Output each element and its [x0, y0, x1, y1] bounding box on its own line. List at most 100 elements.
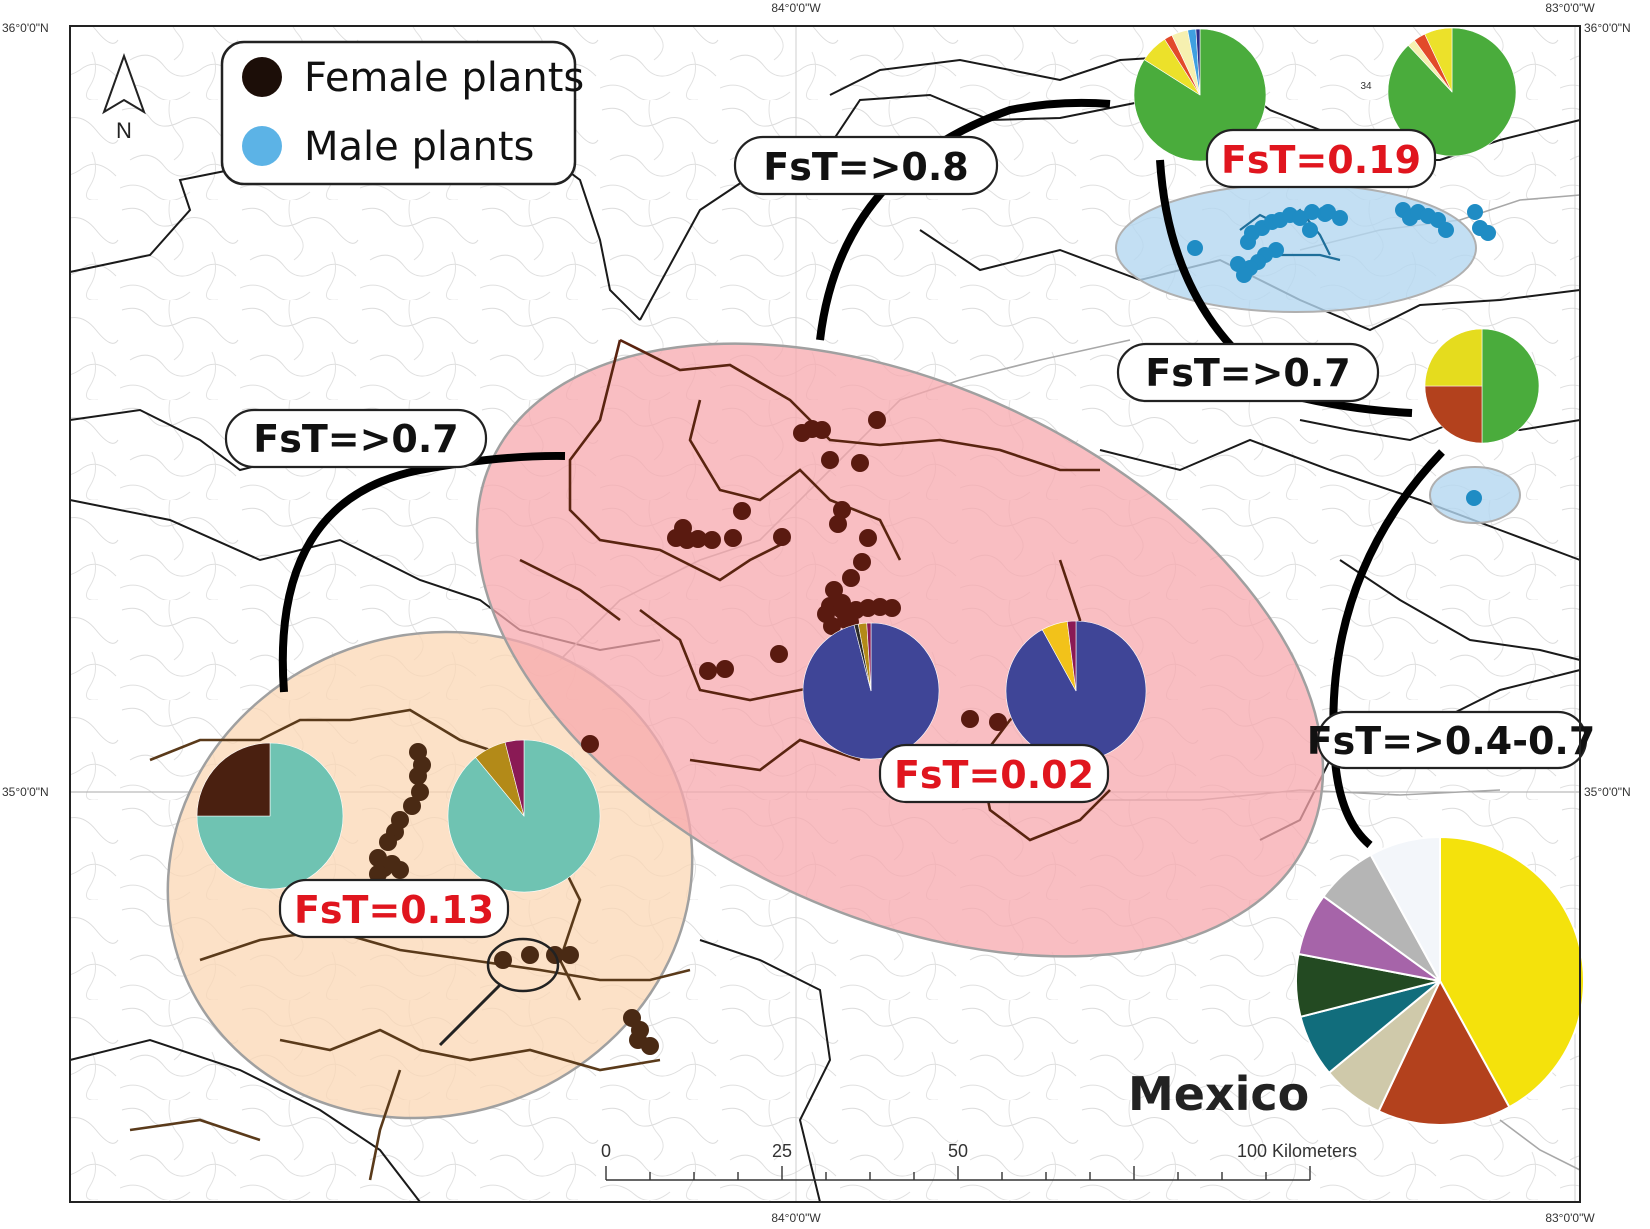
female-dot [813, 421, 831, 439]
male-pie-right-slice-3 [1424, 27, 1453, 93]
east-pie [1424, 328, 1540, 444]
female-dot [823, 617, 841, 635]
female-dot [853, 553, 871, 571]
coord-mid-left-lat: 35°0'0"N [2, 785, 49, 799]
female-dot [773, 528, 791, 546]
pie-charts [196, 27, 1585, 1126]
male-dot [1187, 240, 1203, 256]
male-pie-left [1133, 28, 1267, 162]
female-dot [770, 645, 788, 663]
north-arrow-label: N [116, 118, 132, 143]
legend-male-label: Male plants [304, 124, 534, 170]
orange-pie-left-slice-1 [196, 742, 271, 817]
female-dot [689, 530, 707, 548]
legend: Female plants Male plants [220, 40, 584, 186]
legend-female-swatch [242, 57, 282, 97]
female-dot [641, 1037, 659, 1055]
male-dot [1480, 225, 1496, 241]
fst-right-lower-text: FsT=>0.4-0.7 [1307, 719, 1596, 763]
orange-pie-left [196, 742, 344, 890]
north-arrow-icon [102, 53, 146, 115]
male-dot [1292, 210, 1308, 226]
male-dot [1467, 204, 1483, 220]
east-pie-slice-0 [1481, 328, 1540, 444]
female-dot [724, 529, 742, 547]
coord-mid-right-lat: 35°0'0"N [1584, 785, 1631, 799]
fst-orange-text: FsT=0.13 [294, 888, 494, 932]
fst-label-top-center: FsT=>0.8 [733, 135, 999, 196]
female-dot [829, 515, 847, 533]
male-pie-left-slice-5 [1195, 28, 1201, 96]
female-dot [703, 531, 721, 549]
fst-red-text: FsT=0.02 [894, 753, 1094, 797]
female-dot [581, 735, 599, 753]
female-dot [821, 451, 839, 469]
coord-top-right-lat: 36°0'0"N [1584, 21, 1631, 35]
male-dot [1236, 267, 1252, 283]
female-dot [369, 865, 387, 883]
east-pie-slice-1 [1424, 385, 1483, 444]
female-dot [883, 599, 901, 617]
coord-bottom-lon-1: 84°0'0"W [771, 1211, 821, 1225]
fst-male-text: FsT=0.19 [1221, 138, 1421, 182]
female-dot [825, 581, 843, 599]
female-dot [561, 946, 579, 964]
male-zone-north [1115, 183, 1477, 313]
female-dot [833, 594, 851, 612]
female-dot [733, 502, 751, 520]
red-pie-left [802, 622, 940, 760]
fst-right-upper-text: FsT=>0.7 [1145, 351, 1351, 395]
female-dot [989, 713, 1007, 731]
north-arrow: N [102, 53, 146, 143]
male-pie-right [1387, 27, 1517, 157]
male-dot [1302, 222, 1318, 238]
fst-top-center-text: FsT=>0.8 [763, 145, 969, 189]
scale-tick-0: 0 [601, 1141, 611, 1161]
highlight-circle [486, 937, 560, 993]
fst-label-male: FsT=0.19 [1205, 128, 1437, 189]
male-dot [1332, 210, 1348, 226]
fst-label-right-upper: FsT=>0.7 [1116, 342, 1380, 403]
mexico-pie-slice-7 [1369, 835, 1441, 982]
coord-top-lon-2: 83°0'0"W [1545, 1, 1595, 15]
female-dot [391, 861, 409, 879]
highlight-leader [438, 983, 502, 1047]
orange-pie-left-slice-0 [196, 742, 344, 890]
coord-bottom-lon-2: 83°0'0"W [1545, 1211, 1595, 1225]
female-dot [716, 660, 734, 678]
female-dot [409, 767, 427, 785]
red-pie-right [1005, 620, 1147, 762]
small-number-label: 34 [1360, 81, 1372, 92]
coord-top-left-lat: 36°0'0"N [2, 21, 49, 35]
fst-label-left: FsT=>0.7 [224, 408, 488, 469]
female-dot [851, 454, 869, 472]
map-frame [69, 25, 1581, 1203]
female-dot [521, 946, 539, 964]
fst-label-red: FsT=0.02 [878, 743, 1110, 804]
fst-label-orange: FsT=0.13 [278, 878, 510, 939]
legend-female-label: Female plants [304, 55, 584, 101]
mexico-pie-slice-1 [1377, 978, 1511, 1126]
orange-pie-right-slice-2 [504, 739, 525, 817]
female-dot [403, 797, 421, 815]
male-dot [1320, 204, 1336, 220]
female-dot [842, 569, 860, 587]
female-dot [868, 411, 886, 429]
coord-top-lon-1: 84°0'0"W [771, 1, 821, 15]
scale-end-label: 100 Kilometers [1237, 1141, 1357, 1161]
scale-tick-50: 50 [948, 1141, 968, 1161]
female-dot [699, 662, 717, 680]
male-dot [1304, 204, 1320, 220]
female-dot [411, 783, 429, 801]
east-pie-slice-2 [1424, 328, 1483, 387]
male-dot [1438, 222, 1454, 238]
red-pie-left-slice-3 [866, 622, 872, 692]
female-dot [859, 529, 877, 547]
orange-pie-right [447, 739, 601, 893]
scale-bar: 0 25 50 100 Kilometers [601, 1141, 1357, 1181]
scale-tick-25: 25 [772, 1141, 792, 1161]
female-dots [369, 411, 1007, 1055]
male-dot [1466, 490, 1482, 506]
legend-male-swatch [242, 126, 282, 166]
